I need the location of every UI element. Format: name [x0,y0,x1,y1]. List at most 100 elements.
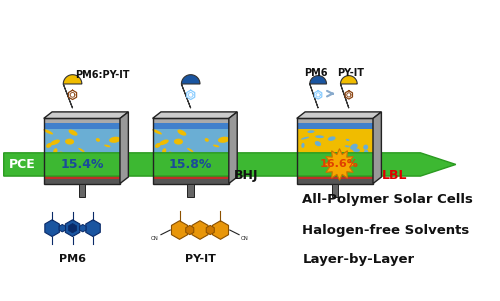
Ellipse shape [218,166,223,169]
Ellipse shape [178,158,188,163]
Ellipse shape [56,157,64,161]
Polygon shape [324,149,356,180]
Polygon shape [182,75,200,108]
Bar [296,118,373,123]
Ellipse shape [346,139,350,141]
Bar [296,173,373,179]
Polygon shape [296,112,382,118]
Polygon shape [44,112,128,118]
Ellipse shape [363,144,368,150]
Ellipse shape [169,152,177,158]
Text: 15.4%: 15.4% [60,158,104,171]
Polygon shape [45,220,60,237]
Ellipse shape [196,164,202,167]
Bar [44,118,120,123]
Ellipse shape [196,162,201,167]
Polygon shape [120,112,128,184]
Ellipse shape [65,139,74,144]
Ellipse shape [78,148,84,152]
Polygon shape [186,225,194,235]
Text: PM6:PY-IT: PM6:PY-IT [75,70,130,80]
Ellipse shape [96,138,100,142]
Ellipse shape [174,139,183,144]
Bar [296,153,373,173]
Text: Layer-by-Layer: Layer-by-Layer [302,253,414,266]
Bar [296,129,373,153]
Text: 15.8%: 15.8% [169,158,212,171]
Ellipse shape [46,143,52,148]
Bar [152,179,229,184]
Ellipse shape [101,157,106,161]
Bar [152,129,229,173]
Ellipse shape [155,143,160,148]
Ellipse shape [159,139,169,145]
Ellipse shape [87,162,92,167]
Ellipse shape [152,129,162,135]
Ellipse shape [308,130,314,133]
Ellipse shape [90,156,97,161]
Ellipse shape [104,144,110,147]
Ellipse shape [80,162,89,169]
Polygon shape [152,112,237,118]
Ellipse shape [353,148,360,152]
Polygon shape [66,220,80,237]
Ellipse shape [162,148,166,154]
Ellipse shape [60,152,68,158]
Ellipse shape [315,135,324,138]
Ellipse shape [109,166,114,169]
Text: PM6: PM6 [304,68,328,78]
Text: 16.6%: 16.6% [320,160,359,169]
Ellipse shape [109,137,120,143]
Ellipse shape [204,138,209,142]
Bar [44,129,120,173]
Ellipse shape [69,158,79,163]
Ellipse shape [344,145,350,147]
Ellipse shape [213,144,220,147]
Polygon shape [192,221,208,239]
Polygon shape [4,153,456,176]
Polygon shape [310,76,326,108]
Bar [296,118,373,184]
Text: BHJ: BHJ [234,169,258,182]
Polygon shape [86,220,101,237]
Ellipse shape [68,129,78,136]
Polygon shape [59,225,66,232]
Ellipse shape [98,160,105,166]
Text: CN: CN [241,236,249,240]
Text: All-Polymer Solar Cells: All-Polymer Solar Cells [302,193,473,206]
Ellipse shape [44,129,53,135]
Text: PCE: PCE [10,158,36,171]
Bar [296,179,373,184]
Ellipse shape [52,166,63,172]
Ellipse shape [162,166,172,172]
Ellipse shape [53,148,58,154]
Bar [78,184,85,197]
Ellipse shape [86,164,93,167]
Ellipse shape [164,157,172,161]
Ellipse shape [99,160,103,166]
Ellipse shape [328,136,336,141]
Bar [44,173,120,179]
Polygon shape [212,221,228,239]
Polygon shape [206,225,214,235]
Bar [44,123,120,129]
Text: LBL: LBL [382,169,407,182]
Text: PY-IT: PY-IT [337,68,364,78]
Ellipse shape [210,157,214,161]
Polygon shape [340,76,357,108]
Polygon shape [373,112,382,184]
Ellipse shape [190,162,198,169]
Polygon shape [80,225,86,232]
Text: PY-IT: PY-IT [184,254,216,265]
Ellipse shape [218,137,230,143]
Bar [152,123,229,129]
Ellipse shape [198,156,206,161]
Bar [332,184,338,197]
Polygon shape [229,112,237,184]
Bar [188,184,194,197]
Bar [152,118,229,123]
Bar [152,173,229,179]
Polygon shape [64,75,82,108]
Text: Halogen-free Solvents: Halogen-free Solvents [302,224,470,237]
Bar [152,118,229,184]
